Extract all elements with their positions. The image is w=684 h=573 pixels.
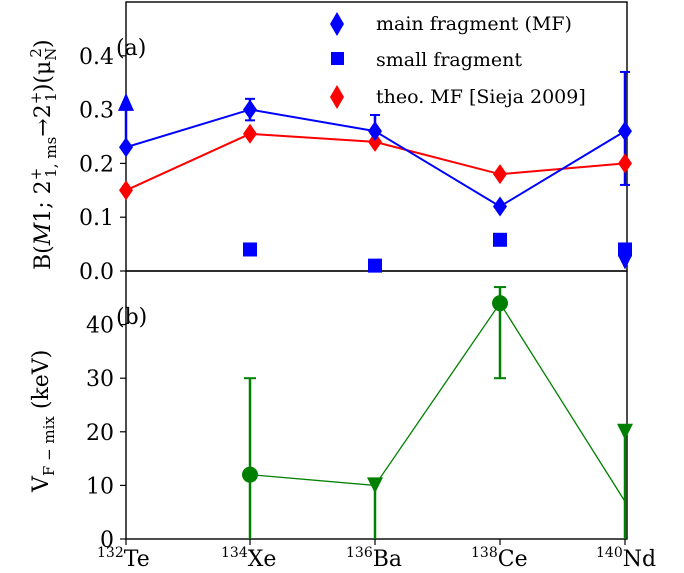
panel-a-ytick-label: 0.1 [79,206,114,231]
theory-point [368,131,382,152]
legend-label-small-fragment: small fragment [376,49,522,71]
x-tick-label: 138Ce [471,545,528,572]
panel-b-ytick-label: 20 [86,421,114,446]
panel-a-ylabel: B(M1; 2+1, ms→2+1)(μN2) [27,39,60,270]
legend-marker-theory [330,85,344,109]
legend-label-main-fragment: main fragment (MF) [376,13,572,35]
panel-a-ytick-label: 0.2 [79,152,114,177]
vmix-line [249,301,626,502]
theory-point [243,123,257,144]
legend-label-theory: theo. MF [Sieja 2009] [376,86,586,108]
small-fragment-point [493,232,507,247]
panel-b-plot [242,286,633,539]
theory-point [119,180,133,201]
vmix-point [242,466,258,483]
panel-b-ytick-label: 30 [86,367,114,392]
x-tick-label: 140Nd [596,545,656,572]
panel-b-ylabel: VF − mix (keV) [29,350,58,493]
main-fragment-upper-limit-arrow [118,92,134,111]
small-fragment-point [243,242,257,257]
main-fragment-point [119,137,133,158]
small-fragment-point [368,258,382,273]
small-fragment-lower-limit-arrow [618,255,632,270]
main-fragment-point [243,99,257,120]
panel-a-ytick-label: 0.3 [79,99,114,124]
x-category-labels: 132Te 134Xe 136Ba 138Ce 140Nd [97,539,656,572]
vmix-limit-marker [367,477,383,494]
small-fragment-point [618,242,632,257]
theory-point [493,164,507,185]
vmix-limit-marker [617,423,633,440]
panel-a-plot [118,70,632,273]
legend-marker-small-fragment [331,52,344,65]
x-tick-label: 136Ba [346,545,402,572]
main-fragment-point [618,121,632,142]
legend-marker-main-fragment [330,12,344,36]
panel-b-frame [125,270,628,540]
panel-b-ytick-label: 40 [86,314,114,339]
panel-b-ticks: 0 10 20 30 40 [86,314,126,553]
panel-b-label: (b) [116,305,147,330]
panel-a-ticks: 0.0 0.1 0.2 0.3 0.4 [79,45,126,285]
x-tick-label: 132Te [97,545,150,572]
main-fragment-point [493,196,507,217]
panel-a-ytick-label: 0.0 [79,260,114,285]
x-tick-label: 134Xe [221,545,276,572]
vmix-point [492,295,508,312]
panel-b-ytick-label: 10 [86,474,114,499]
panel-b-ytick-label: 0 [100,528,114,553]
legend: main fragment (MF) small fragment theo. … [330,12,586,109]
panel-a-ytick-label: 0.4 [79,45,114,70]
theory-point [618,153,632,174]
main-fragment-point [368,121,382,142]
panel-a-label: (a) [116,36,146,61]
